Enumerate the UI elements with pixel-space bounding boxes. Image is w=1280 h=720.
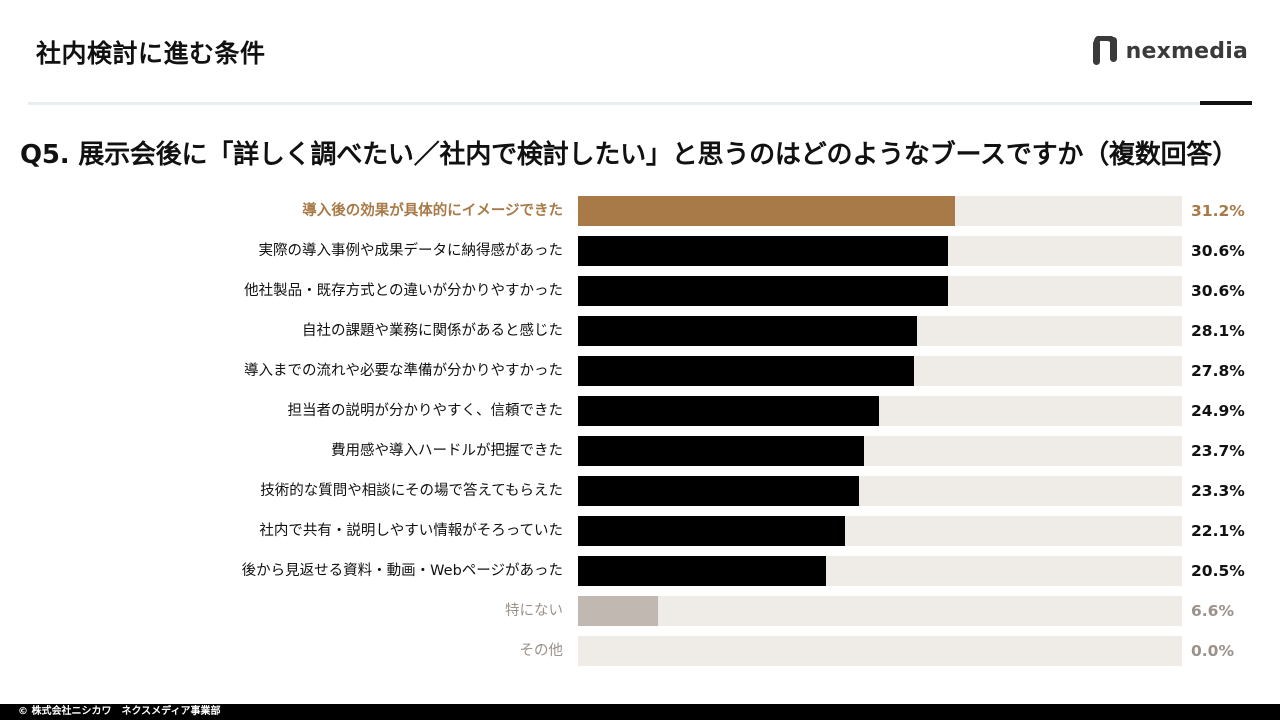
bar [578,196,955,226]
header-divider-accent [1200,101,1252,105]
category-label: 実際の導入事例や成果データに納得感があった [258,243,564,259]
bar-track [578,636,1182,666]
value-label: 24.9% [1191,402,1245,420]
bar [578,436,865,466]
value-label: 30.6% [1191,282,1245,300]
footer-copyright: © 株式会社ニシカワ ネクスメディア事業部 [0,704,1280,720]
bar [578,516,845,546]
value-label: 30.6% [1191,242,1245,260]
question-heading: Q5. 展示会後に「詳しく調べたい／社内で検討したい」と思うのはどのようなブース… [20,140,1239,170]
category-label: 後から見返せる資料・動画・Webページがあった [241,563,563,579]
bar [578,556,826,586]
bar [578,476,860,506]
bar-track [578,516,1182,546]
bar [578,396,879,426]
value-label: 23.7% [1191,442,1245,460]
value-label: 22.1% [1191,522,1245,540]
bar-track [578,596,1182,626]
bar [578,316,918,346]
value-label: 6.6% [1191,602,1234,620]
page-title: 社内検討に進む条件 [36,39,266,68]
category-label: 社内で共有・説明しやすい情報がそろっていた [259,523,563,539]
category-label: 自社の課題や業務に関係があると感じた [302,323,563,339]
value-label: 27.8% [1191,362,1245,380]
brand-logo: nexmedia [1092,36,1248,66]
bar-track [578,236,1182,266]
logo-text: nexmedia [1125,38,1248,64]
bar-track [578,276,1182,306]
category-label: その他 [519,643,564,659]
category-label: 導入後の効果が具体的にイメージできた [302,203,563,219]
bar [578,276,948,306]
bar [578,236,948,266]
category-label: 費用感や導入ハードルが把握できた [331,443,563,459]
bar-track [578,436,1182,466]
bar-track [578,356,1182,386]
bar-track [578,556,1182,586]
value-label: 28.1% [1191,322,1245,340]
category-label: 担当者の説明が分かりやすく、信頼できた [287,403,564,419]
bar-track [578,316,1182,346]
nexmedia-logo-icon [1092,36,1117,65]
header-divider [28,102,1252,105]
category-label: 他社製品・既存方式との違いが分かりやすかった [244,283,563,299]
value-label: 20.5% [1191,562,1245,580]
bar [578,356,914,386]
value-label: 23.3% [1191,482,1245,500]
value-label: 31.2% [1191,202,1245,220]
category-label: 技術的な質問や相談にその場で答えてもらえた [260,483,563,499]
category-label: 特にない [505,603,563,619]
value-label: 0.0% [1191,642,1234,660]
bar-track [578,196,1182,226]
bar-track [578,476,1182,506]
bar [578,596,658,626]
category-label: 導入までの流れや必要な準備が分かりやすかった [244,363,563,379]
bar-track [578,396,1182,426]
